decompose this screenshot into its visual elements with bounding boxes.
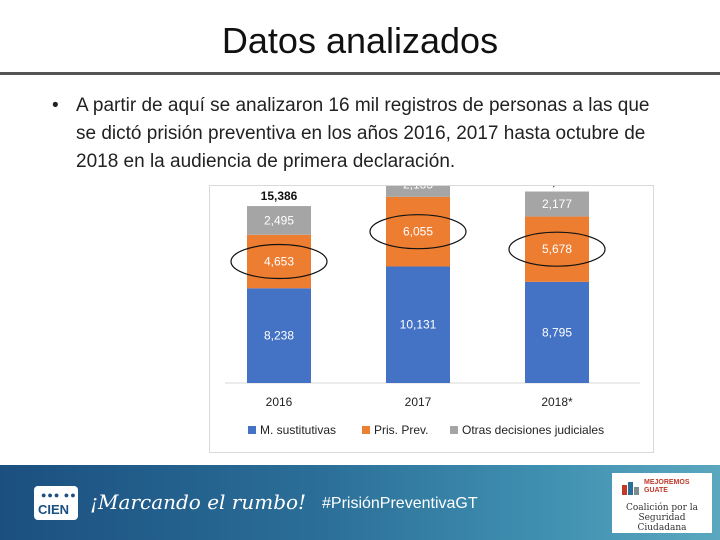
bar-segment-2016-2 [247,206,311,235]
bullet-text: A partir de aquí se analizaron 16 mil re… [76,95,650,172]
coalition-name: Coalición por la Seguridad Ciudadana [625,503,698,533]
cien-logo: ●●● ●● CIEN [34,486,78,520]
stacked-bar-chart: 8,238 4,653 2,495 15,386 2016 10,131 6,055 2,13… [209,155,654,453]
data-label-2018*-1: 5,678 [542,242,572,256]
legend-label-2: Otras decisiones judiciales [462,423,604,437]
coalition-brand-line1: MEJOREMOS [644,479,690,486]
data-label-2016-0: 8,238 [264,329,294,343]
data-label-2017-1: 6,055 [403,225,433,239]
x-tick-label-2017: 2017 [405,395,432,409]
data-label-2018*-2: 2,177 [542,197,572,211]
data-label-2018*-0: 8,795 [542,325,572,339]
chart-canvas: 8,238 4,653 2,495 15,386 2016 10,131 6,055 2,13… [225,155,640,437]
footer-slogan: ¡Marcando el rumbo! [90,490,307,514]
legend-label-1: Pris. Prev. [374,423,428,437]
bar-segment-2017-0 [386,266,450,383]
legend-swatch-2 [450,426,458,434]
data-label-2016-2: 2,495 [264,213,294,227]
coalition-brand: MEJOREMOS GUATE [644,479,690,495]
coalition-logo: MEJOREMOS GUATE Coalición por la Segurid… [612,473,712,533]
cien-logo-dots: ●●● ●● [41,490,77,500]
bar-segment-2016-1 [247,234,311,289]
x-tick-label-2018*: 2018* [541,395,573,409]
guate-mark-icon [622,482,639,495]
total-label-2016: 15,386 [261,189,298,203]
slide-title: Datos analizados [221,20,499,61]
highlight-ellipse-2017 [369,214,467,250]
x-tick-label-2016: 2016 [266,395,293,409]
title-divider [0,72,720,75]
total-label-2018*: 16,650 [539,186,576,189]
legend-label-0: M. sustitutivas [260,423,336,437]
legend-swatch-0 [248,426,256,434]
data-label-2016-1: 4,653 [264,255,294,269]
legend-swatch-1 [362,426,370,434]
highlight-ellipse-2018* [508,231,606,267]
data-label-2017-0: 10,131 [400,318,437,332]
bullet-symbol: • [52,95,59,116]
bar-segment-2017-1 [386,196,450,267]
highlight-ellipse-2016 [230,243,328,280]
footer-bar: ●●● ●● CIEN ¡Marcando el rumbo! #Prisión… [0,465,720,540]
bar-segment-2018*-1 [525,216,589,282]
bar-segment-2018*-2 [525,191,589,217]
bar-segment-2016-0 [247,288,311,383]
cien-logo-text: CIEN [38,502,70,517]
data-label-2017-2: 2,135 [403,186,433,192]
bar-segment-2018*-0 [525,281,589,383]
footer-hashtag: #PrisiónPreventivaGT [322,495,478,512]
coalition-brand-line2: GUATE [644,487,668,494]
